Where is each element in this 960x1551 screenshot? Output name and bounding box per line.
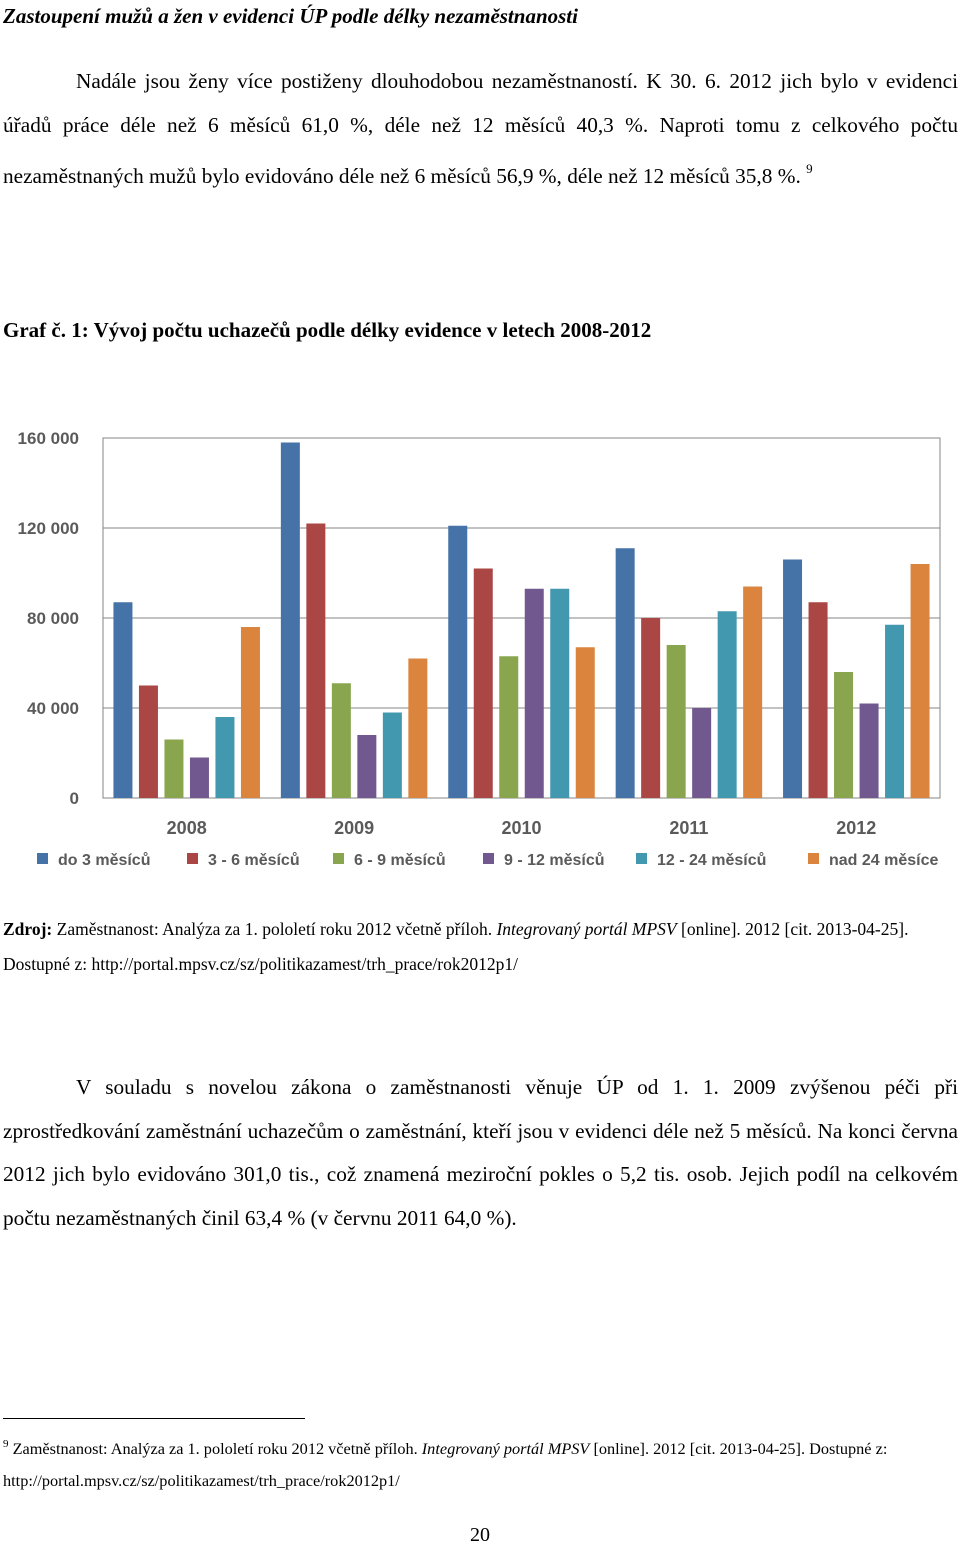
bar xyxy=(382,712,402,798)
legend-label: 9 - 12 měsíců xyxy=(504,852,605,869)
bar xyxy=(717,611,737,798)
bar xyxy=(215,717,235,798)
footnote: 9 Zaměstnanost: Analýza za 1. pololetí r… xyxy=(3,1428,958,1497)
bar xyxy=(280,442,300,798)
intro-paragraph-text: Nadále jsou ženy více postiženy dlouhodo… xyxy=(3,69,958,188)
figure-caption: Graf č. 1: Vývoj počtu uchazečů podle dé… xyxy=(3,318,652,342)
footnote-number: 9 xyxy=(3,1438,9,1450)
bar xyxy=(189,757,209,798)
bar xyxy=(138,685,158,798)
section-heading: Zastoupení mužů a žen v evidenci ÚP podl… xyxy=(3,4,578,28)
source-text-rest: [online]. 2012 [cit. 2013-04-25]. Dostup… xyxy=(3,919,909,974)
page-number: 20 xyxy=(470,1524,490,1546)
bar xyxy=(615,548,635,798)
x-category-label: 2010 xyxy=(501,818,541,838)
bar xyxy=(834,672,854,798)
chart-source: Zdroj: Zaměstnanost: Analýza za 1. polol… xyxy=(3,912,958,982)
legend-swatch xyxy=(636,853,647,864)
legend-label: 12 - 24 měsíců xyxy=(657,852,766,869)
legend-swatch xyxy=(808,853,819,864)
source-label: Zdroj: xyxy=(3,919,53,939)
legend-label: do 3 měsíců xyxy=(58,852,150,869)
bar xyxy=(743,586,763,798)
bar-chart: 0 40 000 80 000 120 000 160 000 2008 2009 2010 2… xyxy=(18,429,941,869)
bar xyxy=(357,735,377,798)
legend-swatch xyxy=(37,853,48,864)
bar xyxy=(164,739,184,798)
bar xyxy=(524,588,544,798)
y-tick-label: 0 xyxy=(70,789,79,808)
y-tick-label: 80 000 xyxy=(27,609,79,628)
bar xyxy=(910,564,930,798)
y-tick-label: 160 000 xyxy=(18,429,79,448)
x-category-label: 2008 xyxy=(167,818,207,838)
intro-paragraph: Nadále jsou ženy více postiženy dlouhodo… xyxy=(3,60,958,199)
bar xyxy=(408,658,428,798)
bar xyxy=(550,588,570,798)
bar xyxy=(575,647,595,798)
footnote-text: Zaměstnanost: Analýza za 1. pololetí rok… xyxy=(8,1439,422,1458)
footnote-reference: 9 xyxy=(806,161,813,176)
bar xyxy=(783,559,803,798)
legend-swatch xyxy=(187,853,198,864)
footnote-separator xyxy=(3,1418,305,1419)
bar xyxy=(885,624,905,798)
y-tick-label: 40 000 xyxy=(27,699,79,718)
x-category-label: 2011 xyxy=(669,818,708,838)
second-paragraph: V souladu s novelou zákona o zaměstnanos… xyxy=(3,1066,958,1240)
bar xyxy=(473,568,493,798)
bar xyxy=(331,683,351,798)
bar xyxy=(666,645,686,798)
bar xyxy=(240,627,260,798)
second-paragraph-text: V souladu s novelou zákona o zaměstnanos… xyxy=(3,1075,958,1230)
legend-swatch xyxy=(483,853,494,864)
y-tick-label: 120 000 xyxy=(18,519,79,538)
bar xyxy=(306,523,326,798)
footnote-portal: Integrovaný portál MPSV xyxy=(421,1439,590,1458)
bar xyxy=(692,708,712,798)
source-portal: Integrovaný portál MPSV xyxy=(496,919,677,939)
legend-label: nad 24 měsíce xyxy=(829,852,939,869)
x-category-label: 2009 xyxy=(334,818,374,838)
bar xyxy=(448,525,468,798)
legend-label: 6 - 9 měsíců xyxy=(354,852,446,869)
bar xyxy=(808,602,828,798)
footnote-text-rest: [online]. 2012 [cit. 2013-04-25]. Dostup… xyxy=(3,1439,888,1490)
legend-swatch xyxy=(333,853,344,864)
bar xyxy=(113,602,133,798)
source-text: Zaměstnanost: Analýza za 1. pololetí rok… xyxy=(52,919,497,939)
bar xyxy=(499,656,519,798)
x-category-label: 2012 xyxy=(836,818,876,838)
bar xyxy=(859,703,879,798)
bar xyxy=(641,618,661,798)
legend-label: 3 - 6 měsíců xyxy=(208,852,300,869)
